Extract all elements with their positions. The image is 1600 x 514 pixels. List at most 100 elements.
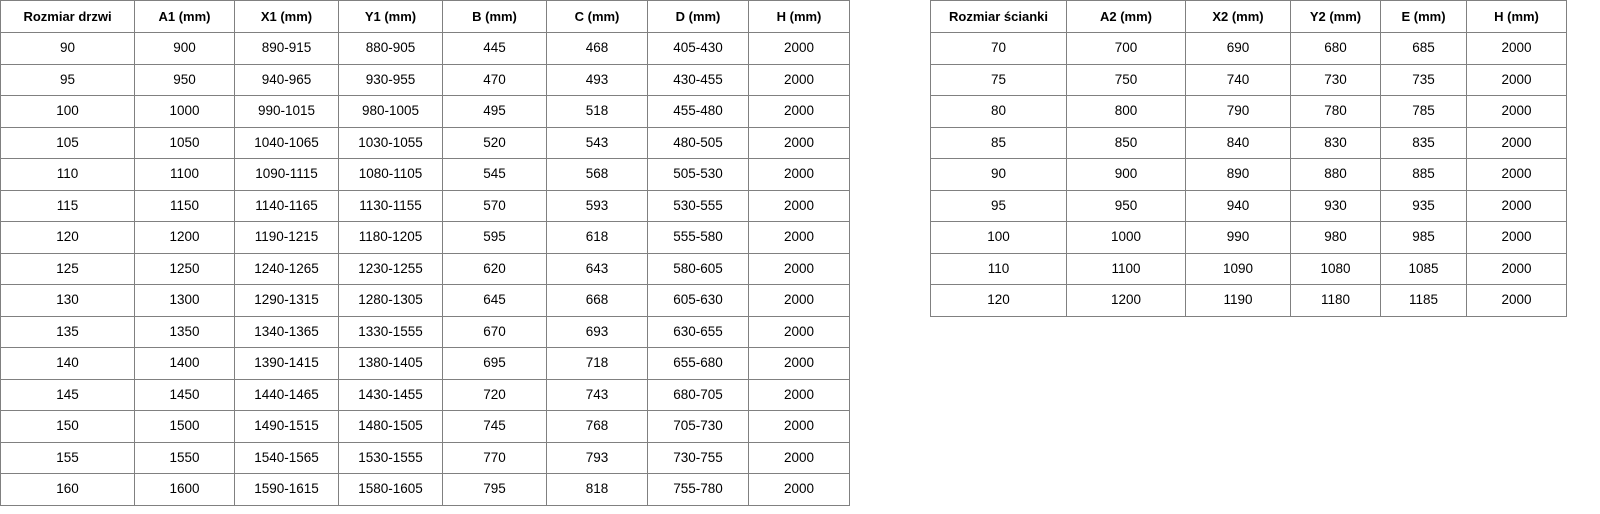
table-row: 100 1000 990 980 985 2000 bbox=[930, 221, 1567, 254]
table-cell: 593 bbox=[546, 189, 648, 222]
table-cell: 445 bbox=[442, 32, 547, 65]
table-cell: 1050 bbox=[134, 126, 235, 159]
column-header: Y1 (mm) bbox=[338, 0, 443, 33]
table-cell: 1590-1615 bbox=[234, 473, 339, 506]
table-cell: 750 bbox=[1066, 63, 1186, 96]
column-header: A1 (mm) bbox=[134, 0, 235, 33]
table-cell: 2000 bbox=[748, 410, 850, 443]
column-header: E (mm) bbox=[1380, 0, 1467, 33]
wall-table-body: 70 700 690 680 685 2000 75 750 740 730 735 2000 80 80… bbox=[930, 32, 1567, 317]
table-cell: 2000 bbox=[748, 441, 850, 474]
table-cell: 1450 bbox=[134, 378, 235, 411]
table-cell: 1185 bbox=[1380, 284, 1467, 317]
table-cell: 793 bbox=[546, 441, 648, 474]
table-cell: 940-965 bbox=[234, 63, 339, 96]
row-size-cell: 135 bbox=[0, 315, 135, 348]
table-cell: 620 bbox=[442, 252, 547, 285]
table-cell: 900 bbox=[134, 32, 235, 65]
table-cell: 818 bbox=[546, 473, 648, 506]
column-header: Y2 (mm) bbox=[1290, 0, 1381, 33]
table-cell: 780 bbox=[1290, 95, 1381, 128]
table-cell: 2000 bbox=[1466, 126, 1567, 159]
column-header: H (mm) bbox=[748, 0, 850, 33]
table-cell: 735 bbox=[1380, 63, 1467, 96]
table-cell: 2000 bbox=[1466, 32, 1567, 65]
column-header: B (mm) bbox=[442, 0, 547, 33]
table-cell: 1080-1105 bbox=[338, 158, 443, 191]
table-cell: 568 bbox=[546, 158, 648, 191]
table-row: 145 1450 1440-1465 1430-1455 720 743 680-705 20… bbox=[0, 378, 850, 411]
table-cell: 885 bbox=[1380, 158, 1467, 191]
table-cell: 680-705 bbox=[647, 378, 749, 411]
table-row: 110 1100 1090-1115 1080-1105 545 568 505-530 20… bbox=[0, 158, 850, 191]
table-cell: 768 bbox=[546, 410, 648, 443]
table-cell: 1580-1605 bbox=[338, 473, 443, 506]
table-cell: 1380-1405 bbox=[338, 347, 443, 380]
table-cell: 2000 bbox=[1466, 189, 1567, 222]
table-cell: 570 bbox=[442, 189, 547, 222]
table-cell: 1330-1555 bbox=[338, 315, 443, 348]
table-cell: 495 bbox=[442, 95, 547, 128]
table-row: 160 1600 1590-1615 1580-1605 795 818 755-780 20… bbox=[0, 473, 850, 506]
table-cell: 850 bbox=[1066, 126, 1186, 159]
row-size-cell: 160 bbox=[0, 473, 135, 506]
row-size-cell: 130 bbox=[0, 284, 135, 317]
row-size-cell: 95 bbox=[0, 63, 135, 96]
table-cell: 2000 bbox=[1466, 284, 1567, 317]
table-cell: 1300 bbox=[134, 284, 235, 317]
row-size-cell: 120 bbox=[0, 221, 135, 254]
table-cell: 1000 bbox=[134, 95, 235, 128]
table-cell: 2000 bbox=[1466, 95, 1567, 128]
table-cell: 980-1005 bbox=[338, 95, 443, 128]
table-cell: 1600 bbox=[134, 473, 235, 506]
table-cell: 543 bbox=[546, 126, 648, 159]
table-cell: 1290-1315 bbox=[234, 284, 339, 317]
row-size-cell: 125 bbox=[0, 252, 135, 285]
row-size-cell: 80 bbox=[930, 95, 1067, 128]
table-cell: 668 bbox=[546, 284, 648, 317]
table-cell: 685 bbox=[1380, 32, 1467, 65]
table-row: 120 1200 1190-1215 1180-1205 595 618 555-580 20… bbox=[0, 221, 850, 254]
table-cell: 1090-1115 bbox=[234, 158, 339, 191]
table-cell: 950 bbox=[134, 63, 235, 96]
table-cell: 2000 bbox=[748, 284, 850, 317]
table-row: 140 1400 1390-1415 1380-1405 695 718 655-680 20… bbox=[0, 347, 850, 380]
table-cell: 405-430 bbox=[647, 32, 749, 65]
table-row: 80 800 790 780 785 2000 bbox=[930, 95, 1567, 128]
table-cell: 655-680 bbox=[647, 347, 749, 380]
table-header-row: Rozmiar ścianki A2 (mm) X2 (mm) Y2 (mm) E (m… bbox=[930, 0, 1567, 33]
table-cell: 1100 bbox=[134, 158, 235, 191]
table-cell: 705-730 bbox=[647, 410, 749, 443]
table-cell: 2000 bbox=[748, 252, 850, 285]
table-row: 120 1200 1190 1180 1185 2000 bbox=[930, 284, 1567, 317]
row-size-cell: 110 bbox=[930, 252, 1067, 285]
table-cell: 755-780 bbox=[647, 473, 749, 506]
table-row: 90 900 890 880 885 2000 bbox=[930, 158, 1567, 191]
table-cell: 1180 bbox=[1290, 284, 1381, 317]
table-cell: 2000 bbox=[748, 95, 850, 128]
table-cell: 830 bbox=[1290, 126, 1381, 159]
table-cell: 455-480 bbox=[647, 95, 749, 128]
table-cell: 1430-1455 bbox=[338, 378, 443, 411]
table-cell: 670 bbox=[442, 315, 547, 348]
table-row: 130 1300 1290-1315 1280-1305 645 668 605-630 20… bbox=[0, 284, 850, 317]
table-cell: 1240-1265 bbox=[234, 252, 339, 285]
table-cell: 2000 bbox=[748, 347, 850, 380]
table-cell: 480-505 bbox=[647, 126, 749, 159]
table-cell: 595 bbox=[442, 221, 547, 254]
table-cell: 2000 bbox=[1466, 158, 1567, 191]
table-cell: 790 bbox=[1185, 95, 1291, 128]
table-cell: 470 bbox=[442, 63, 547, 96]
table-cell: 430-455 bbox=[647, 63, 749, 96]
table-cell: 835 bbox=[1380, 126, 1467, 159]
table-row: 85 850 840 830 835 2000 bbox=[930, 126, 1567, 159]
table-cell: 2000 bbox=[748, 473, 850, 506]
table-cell: 1190-1215 bbox=[234, 221, 339, 254]
table-cell: 1180-1205 bbox=[338, 221, 443, 254]
table-cell: 1000 bbox=[1066, 221, 1186, 254]
table-cell: 1540-1565 bbox=[234, 441, 339, 474]
row-size-cell: 140 bbox=[0, 347, 135, 380]
row-size-cell: 95 bbox=[930, 189, 1067, 222]
table-cell: 1200 bbox=[1066, 284, 1186, 317]
column-header: Rozmiar drzwi bbox=[0, 0, 135, 33]
